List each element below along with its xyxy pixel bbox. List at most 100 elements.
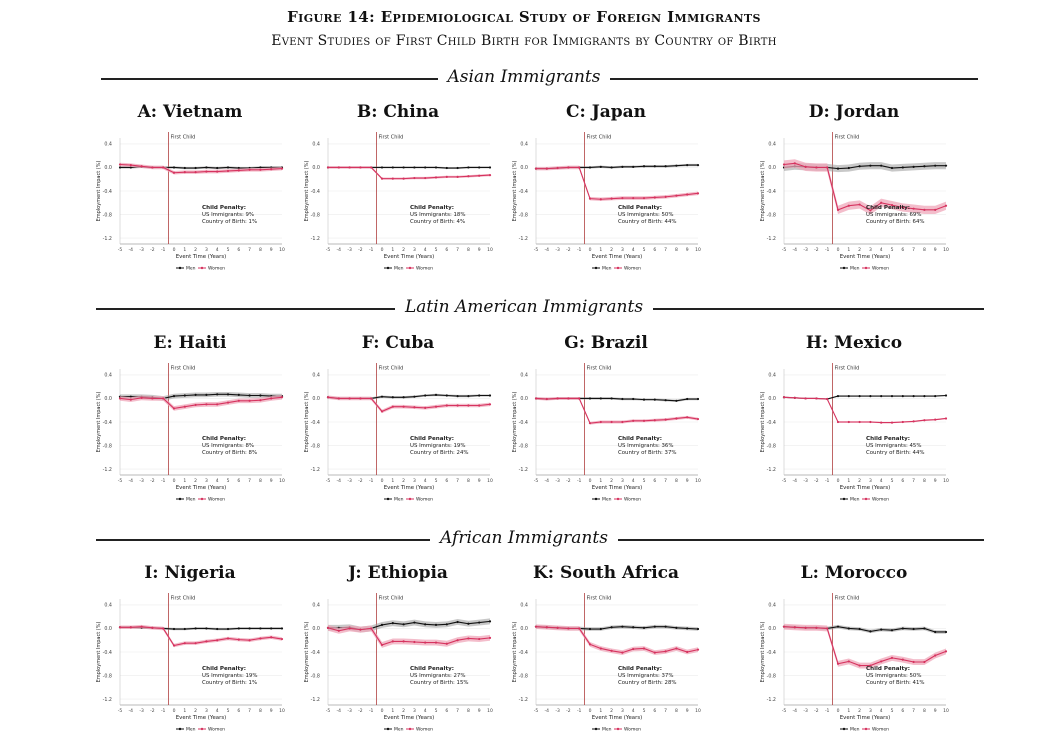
y-tick-label: -0.8 [103,443,112,449]
men-data-point [259,166,262,169]
women-data-point [326,396,330,399]
women-data-point [172,644,176,647]
women-data-point [696,648,700,651]
x-tick-label: -3 [139,478,144,484]
y-tick-label: -0.8 [519,212,528,218]
panel-title: L: Morocco [800,563,908,583]
men-data-point [621,625,624,628]
men-data-point [858,165,861,168]
legend-women-label: Women [872,727,889,733]
women-data-point [858,203,861,206]
legend-men-marker [386,497,390,501]
x-tick-label: 2 [194,247,197,253]
men-data-point [858,394,861,398]
x-tick-label: -4 [545,478,550,484]
women-data-point [194,642,197,645]
x-tick-label: -4 [793,478,798,484]
women-data-point [348,627,351,630]
women-data-point [183,405,186,408]
women-data-point [793,626,796,629]
women-data-point [632,419,635,422]
y-tick-label: -0.4 [103,420,112,426]
x-tick-label: 6 [237,478,240,484]
y-tick-label: -1.2 [767,467,776,473]
panel-title: E: Haiti [153,333,227,353]
y-tick-label: 0.0 [104,396,112,402]
legend-women-marker [408,266,412,270]
x-tick-label: 10 [279,708,285,714]
men-data-point [194,627,197,630]
women-data-point [413,406,416,409]
men-data-point [172,627,176,631]
penalty-us: US Immigrants: 45% [866,443,921,449]
chart-svg: 0.4 0.0 -0.4 -0.8 -1.2 -5 -4 -3 -2 -1 0 1 2 3 4 5 6 7 8 9 10… [304,593,493,733]
women-data-point [248,168,251,171]
women-data-point [445,175,448,178]
x-tick-label: -1 [161,247,166,253]
men-data-point [391,622,394,625]
x-tick-label: 4 [424,247,427,253]
penalty-title: Child Penalty: [618,436,662,442]
women-data-point [815,626,818,629]
men-data-point [847,166,850,170]
women-data-point [567,397,570,400]
penalty-cob: Country of Birth: 37% [618,450,677,456]
women-data-point [869,420,872,424]
legend-women-label: Women [624,727,641,733]
penalty-cob: Country of Birth: 44% [866,450,925,456]
women-data-point [270,168,273,171]
legend-men-marker [594,727,598,731]
men-data-point [467,394,470,398]
women-data-point [534,167,538,170]
women-data-point [890,204,894,207]
x-tick-label: 1 [391,247,394,253]
x-tick-label: 10 [943,478,949,484]
first-child-label: First Child [379,596,404,602]
x-tick-label: -4 [129,708,134,714]
x-tick-label: 0 [173,478,176,484]
women-data-point [686,416,689,419]
x-tick-label: -4 [545,247,550,253]
first-child-label: First Child [587,135,612,141]
women-data-point [118,397,122,400]
x-tick-label: -5 [782,247,787,253]
penalty-title: Child Penalty: [618,205,662,211]
legend-women-label: Women [416,266,433,272]
x-tick-label: 8 [675,708,678,714]
y-tick-label: 0.0 [520,626,528,632]
x-tick-label: 0 [837,478,840,484]
men-data-point [402,166,405,169]
chart-panel: E: Haiti 0.4 0.0 -0.4 -0.8 -1.2 -5 -4 -3 -2 -1 0 1 2 3… [90,333,290,505]
chart-panel: I: Nigeria 0.4 0.0 -0.4 -0.8 -1.2 -5 -4 -3 -2 -1 0 1… [90,563,290,735]
women-data-point [467,175,470,178]
legend-men-label: Men [186,727,196,733]
women-data-point [632,196,635,200]
x-tick-label: 6 [237,708,240,714]
women-data-point [664,195,667,198]
x-tick-label: -4 [337,478,342,484]
men-data-point [456,620,459,624]
x-tick-label: 8 [675,478,678,484]
women-data-point [162,166,165,169]
y-tick-label: -0.4 [311,650,320,656]
women-data-point [434,176,438,179]
men-data-point [259,627,262,630]
women-data-point [226,401,230,404]
women-ci-band [536,165,698,202]
y-tick-label: 0.4 [104,142,112,148]
first-child-label: First Child [587,596,612,602]
women-data-point [793,162,796,165]
x-tick-label: 10 [943,247,949,253]
penalty-us: US Immigrants: 37% [618,673,673,679]
chart-panel: A: Vietnam 0.4 0.0 -0.4 -0.8 -1.2 -5 -4 -3 -2 -1 0 1… [90,102,290,274]
women-data-point [826,166,829,169]
penalty-cob: Country of Birth: 1% [202,680,257,686]
penalty-cob: Country of Birth: 4% [410,219,465,225]
women-data-point [934,654,937,657]
x-tick-label: 5 [227,247,230,253]
men-data-point [632,165,635,168]
x-tick-label: 4 [880,247,883,253]
x-tick-label: 10 [487,478,493,484]
x-tick-label: 9 [270,247,273,253]
women-data-point [944,204,948,207]
